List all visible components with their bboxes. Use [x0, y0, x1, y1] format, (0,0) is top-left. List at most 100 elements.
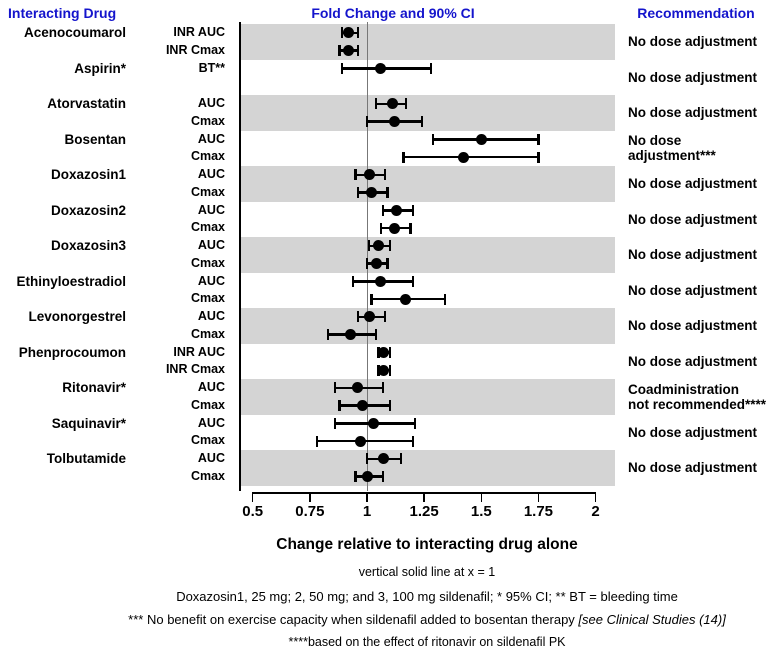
ci-cap-left: [365, 116, 369, 128]
measure-label: Cmax: [190, 113, 225, 128]
point-marker: [343, 27, 355, 39]
recommendation-label: Coadministration not recommended****: [628, 381, 767, 412]
measure-label: AUC: [197, 273, 225, 288]
recommendation-label: No dose adjustment: [628, 105, 758, 121]
point-marker: [386, 98, 398, 110]
point-marker: [377, 453, 389, 465]
ci-cap-left: [354, 169, 357, 181]
drug-label: Levonorgestrel: [28, 309, 126, 324]
ci-cap-right: [404, 98, 408, 110]
measure-label: INR Cmax: [165, 42, 225, 57]
measure-label: Cmax: [190, 149, 225, 164]
point-marker: [366, 187, 378, 199]
reference-line-x1: [366, 22, 368, 491]
ci-cap-right: [537, 151, 540, 163]
recommendation-label: No dose adjustment: [628, 176, 758, 192]
ci-cap-right: [429, 62, 433, 74]
ci-cap-left: [340, 62, 344, 74]
ci-cap-right: [384, 311, 387, 323]
x-axis-tick-label: 0.75: [295, 503, 325, 520]
x-axis-tick: [480, 492, 483, 502]
ci-cap-right: [356, 27, 360, 39]
x-axis-tick: [366, 492, 368, 502]
point-marker: [388, 222, 400, 234]
x-axis-tick: [251, 492, 254, 502]
ci-cap-left: [370, 293, 373, 305]
ci-cap-left: [379, 222, 382, 234]
measure-label: AUC: [197, 238, 225, 252]
point-marker: [356, 400, 368, 412]
point-marker: [457, 151, 469, 163]
ci-cap-right: [386, 258, 389, 270]
ci-cap-right: [388, 346, 392, 358]
ci-cap-right: [443, 293, 446, 305]
ci-bar: [403, 155, 539, 159]
recommendation-label: No dose adjustment: [628, 282, 758, 298]
x-axis-tick-label: 1.75: [523, 503, 554, 520]
measure-label: BT**: [198, 60, 225, 75]
measure-label: Cmax: [190, 433, 225, 448]
ci-cap-left: [374, 98, 378, 110]
ci-cap-right: [420, 116, 424, 128]
ci-cap-right: [400, 453, 403, 465]
measure-label: AUC: [197, 415, 225, 430]
group-band: [240, 95, 615, 131]
ci-cap-left: [356, 311, 360, 323]
measure-label: AUC: [197, 309, 225, 323]
footnote-ritonavir: ****based on the effect of ritonavir on …: [288, 635, 566, 649]
footnote-bosentan-italic: [see Clinical Studies (14)]: [578, 612, 726, 627]
measure-label: AUC: [197, 380, 225, 394]
point-marker: [363, 311, 375, 323]
ci-cap-right: [411, 204, 414, 216]
drug-label: Aspirin*: [74, 60, 126, 76]
ci-cap-right: [386, 187, 389, 199]
drug-label: Bosentan: [64, 131, 126, 147]
ci-bar: [341, 67, 431, 70]
ci-cap-left: [368, 240, 371, 252]
point-marker: [377, 346, 389, 358]
measure-label: AUC: [197, 167, 225, 181]
group-band: [240, 166, 615, 202]
group-band: [240, 24, 615, 60]
ci-cap-left: [432, 133, 435, 145]
drug-label: Ritonavir*: [62, 380, 126, 395]
x-axis-tick-label: 1: [362, 503, 372, 520]
recommendation-label: No dose adjustment: [628, 69, 758, 85]
ci-cap-left: [402, 151, 405, 163]
measure-label: AUC: [197, 202, 225, 217]
group-band: [240, 308, 615, 344]
recommendation-label: No dose adjustment: [628, 247, 758, 263]
column-header-interacting-drug: Interacting Drug: [8, 5, 117, 21]
group-band: [240, 450, 615, 486]
ci-cap-right: [388, 240, 392, 252]
recommendation-label: No dose adjustment: [628, 460, 758, 476]
ci-cap-right: [409, 222, 412, 234]
point-marker: [345, 329, 357, 341]
recommendation-label: No dose adjustment: [628, 318, 758, 334]
point-marker: [372, 240, 384, 252]
ci-cap-right: [388, 364, 392, 376]
group-band: [240, 379, 615, 415]
ci-cap-right: [384, 169, 387, 181]
ci-cap-right: [411, 435, 414, 447]
ci-cap-left: [381, 204, 385, 216]
ci-cap-left: [356, 187, 360, 199]
measure-label: Cmax: [190, 397, 225, 412]
column-header-fold-change: Fold Change and 90% CI: [311, 5, 475, 21]
point-marker: [375, 62, 387, 74]
recommendation-label: No dose adjustment***: [628, 133, 716, 164]
point-marker: [375, 275, 387, 287]
ci-cap-right: [381, 471, 385, 483]
plot-left-spine: [239, 22, 241, 491]
recommendation-label: No dose adjustment: [628, 211, 758, 227]
ci-cap-right: [537, 133, 540, 145]
footnote-doses: Doxazosin1, 25 mg; 2, 50 mg; and 3, 100 …: [176, 589, 678, 604]
point-marker: [361, 471, 373, 483]
ci-cap-left: [340, 27, 344, 39]
ci-cap-left: [326, 329, 330, 341]
measure-label: Cmax: [190, 291, 225, 306]
footnote-bosentan-text: *** No benefit on exercise capacity when…: [128, 612, 579, 627]
measure-label: Cmax: [190, 468, 225, 483]
recommendation-label: No dose adjustment: [628, 34, 758, 50]
